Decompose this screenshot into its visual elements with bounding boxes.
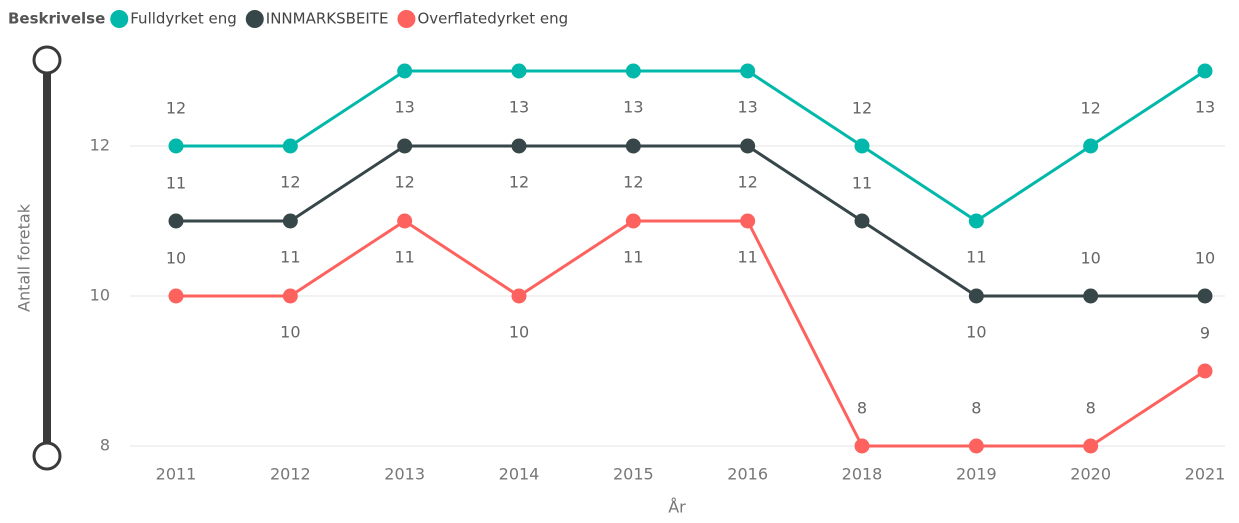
data-point	[1083, 138, 1099, 154]
data-point	[397, 138, 413, 154]
data-label: 11	[737, 248, 757, 267]
data-label: 12	[623, 173, 643, 192]
data-point	[968, 438, 984, 454]
data-label: 11	[166, 174, 186, 193]
legend-marker	[397, 10, 416, 28]
data-point	[740, 213, 756, 229]
data-label: 10	[166, 249, 186, 268]
data-label: 12	[394, 173, 414, 192]
legend-title: Beskrivelse	[8, 10, 105, 28]
x-tick-label: 2011	[156, 465, 197, 484]
data-point	[740, 138, 756, 154]
data-label: 12	[509, 173, 529, 192]
data-label: 13	[737, 98, 757, 117]
x-tick-label: 2018	[842, 465, 883, 484]
x-axis-title: År	[668, 498, 686, 517]
data-point	[625, 138, 641, 154]
x-tick-label: 2021	[1185, 465, 1226, 484]
y-tick-label: 12	[90, 136, 110, 155]
data-point	[968, 288, 984, 304]
series-line	[176, 144, 1205, 298]
data-label: 12	[166, 99, 186, 118]
data-label: 8	[1086, 399, 1096, 418]
x-tick-label: 2012	[270, 465, 311, 484]
data-label: 11	[966, 248, 986, 267]
data-point	[511, 63, 527, 79]
x-tick-label: 2013	[384, 465, 425, 484]
data-point	[282, 138, 298, 154]
data-label: 13	[623, 98, 643, 117]
data-point	[1197, 63, 1213, 79]
data-label: 12	[280, 173, 300, 192]
data-point	[168, 213, 184, 229]
x-tick-label: 2020	[1070, 465, 1111, 484]
y-tick-label: 8	[100, 436, 110, 455]
data-point	[511, 138, 527, 154]
legend-marker	[110, 10, 129, 28]
y-axis-title: Antall foretak	[15, 203, 34, 312]
data-point	[1083, 288, 1099, 304]
data-point	[740, 63, 756, 79]
series-line	[176, 219, 1206, 448]
slider-handle[interactable]	[32, 441, 62, 471]
data-point	[1197, 288, 1213, 304]
data-label: 11	[852, 174, 872, 193]
x-tick-label: 2015	[613, 465, 654, 484]
x-tick-label: 2019	[956, 465, 997, 484]
data-point	[625, 213, 641, 229]
x-tick-label: 2014	[499, 465, 540, 484]
data-label: 11	[623, 248, 643, 267]
data-point	[854, 438, 870, 454]
data-label: 8	[971, 399, 981, 418]
data-point	[854, 138, 870, 154]
data-point	[397, 63, 413, 79]
data-point	[282, 288, 298, 304]
data-point	[168, 138, 184, 154]
data-point	[397, 213, 413, 229]
data-point	[854, 213, 870, 229]
data-point	[168, 288, 184, 304]
data-point	[968, 213, 984, 229]
data-label: 10	[1080, 249, 1100, 268]
legend-label: INNMARKSBEITE	[266, 10, 389, 28]
data-label: 12	[1080, 99, 1100, 118]
slider-handle[interactable]	[32, 45, 62, 75]
data-label: 10	[966, 323, 986, 342]
x-tick-label: 2016	[727, 465, 768, 484]
data-label: 10	[1195, 249, 1215, 268]
data-label: 8	[857, 399, 867, 418]
data-label: 11	[394, 248, 414, 267]
data-label: 12	[852, 99, 872, 118]
data-point	[625, 63, 641, 79]
data-label: 10	[509, 323, 529, 342]
data-point	[282, 213, 298, 229]
data-label: 11	[280, 248, 300, 267]
data-label: 10	[280, 323, 300, 342]
y-tick-label: 10	[90, 286, 110, 305]
legend-label: Overflatedyrket eng	[417, 10, 568, 28]
data-point	[1083, 438, 1099, 454]
data-label: 9	[1200, 324, 1210, 343]
data-label: 13	[509, 98, 529, 117]
legend-label: Fulldyrket eng	[130, 10, 237, 28]
range-slider	[32, 45, 62, 471]
data-label: 13	[1195, 98, 1215, 117]
series-line	[176, 69, 1206, 223]
data-label: 13	[394, 98, 414, 117]
legend-marker	[245, 10, 264, 28]
data-point	[1197, 363, 1213, 379]
data-point	[511, 288, 527, 304]
data-label: 12	[737, 173, 757, 192]
